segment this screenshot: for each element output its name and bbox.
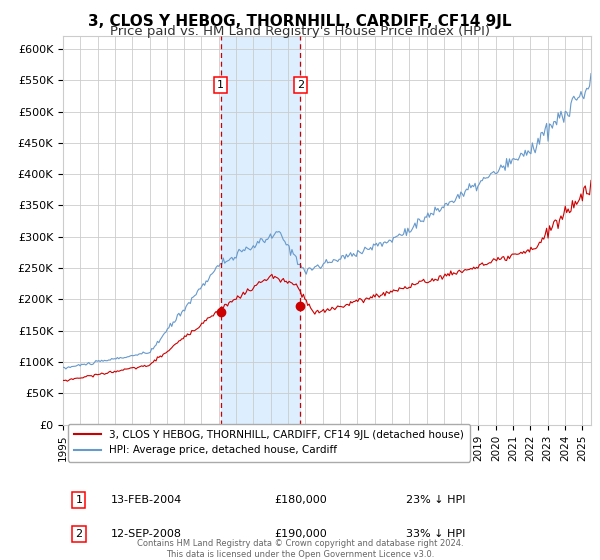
Text: Contains HM Land Registry data © Crown copyright and database right 2024.
This d: Contains HM Land Registry data © Crown c… bbox=[137, 539, 463, 559]
Text: 33% ↓ HPI: 33% ↓ HPI bbox=[406, 529, 466, 539]
Text: 1: 1 bbox=[217, 80, 224, 90]
Text: 1: 1 bbox=[76, 495, 82, 505]
Text: 2: 2 bbox=[75, 529, 82, 539]
Text: 13-FEB-2004: 13-FEB-2004 bbox=[110, 495, 182, 505]
Text: £180,000: £180,000 bbox=[274, 495, 327, 505]
Legend: 3, CLOS Y HEBOG, THORNHILL, CARDIFF, CF14 9JL (detached house), HPI: Average pri: 3, CLOS Y HEBOG, THORNHILL, CARDIFF, CF1… bbox=[68, 424, 470, 461]
Bar bbox=[221, 36, 301, 424]
Text: £190,000: £190,000 bbox=[274, 529, 327, 539]
Text: 3, CLOS Y HEBOG, THORNHILL, CARDIFF, CF14 9JL: 3, CLOS Y HEBOG, THORNHILL, CARDIFF, CF1… bbox=[88, 14, 512, 29]
Text: Price paid vs. HM Land Registry's House Price Index (HPI): Price paid vs. HM Land Registry's House … bbox=[110, 25, 490, 38]
Text: 23% ↓ HPI: 23% ↓ HPI bbox=[406, 495, 466, 505]
Text: 12-SEP-2008: 12-SEP-2008 bbox=[110, 529, 182, 539]
Text: 2: 2 bbox=[297, 80, 304, 90]
